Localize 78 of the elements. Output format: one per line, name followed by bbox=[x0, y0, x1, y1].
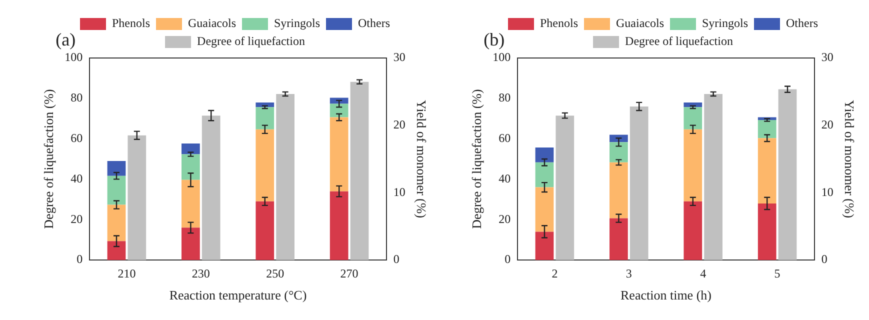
bar bbox=[610, 142, 628, 162]
bar bbox=[256, 129, 274, 202]
y-tick-label: 40 bbox=[498, 171, 511, 186]
bar bbox=[684, 201, 702, 260]
bar bbox=[182, 180, 200, 228]
bar bbox=[330, 104, 348, 118]
y2-tick-label: 0 bbox=[821, 252, 828, 266]
y2-tick-label: 0 bbox=[393, 252, 400, 266]
bar bbox=[610, 218, 628, 260]
x-tick-label: 5 bbox=[774, 266, 780, 280]
bar bbox=[182, 144, 200, 154]
bar bbox=[182, 228, 200, 260]
y-tick-label: 60 bbox=[498, 130, 511, 145]
x-tick-label: 3 bbox=[626, 266, 632, 280]
y-tick-label: 60 bbox=[70, 130, 83, 145]
y2-tick-label: 10 bbox=[393, 184, 406, 199]
bar bbox=[202, 116, 220, 260]
bar bbox=[256, 107, 274, 130]
y2-tick-label: 20 bbox=[393, 117, 406, 132]
text: (a) bbox=[56, 30, 76, 50]
y-axis-title: Degree of liquefaction (%) bbox=[469, 89, 484, 229]
legend-label: Guaiacols bbox=[616, 16, 664, 30]
legend-label: Syringols bbox=[702, 16, 748, 30]
y2-axis-title: Yield of monomer (%) bbox=[414, 100, 429, 218]
legend-label: Guaiacols bbox=[188, 16, 236, 30]
bar bbox=[128, 135, 146, 260]
bar bbox=[107, 161, 126, 176]
bar bbox=[535, 148, 554, 162]
y2-tick-label: 30 bbox=[821, 50, 834, 64]
legend-label: Degree of liquefaction bbox=[625, 34, 733, 48]
y-tick-label: 100 bbox=[492, 50, 511, 64]
bar bbox=[350, 82, 369, 260]
x-tick-label: 270 bbox=[340, 266, 358, 280]
y2-tick-label: 20 bbox=[821, 117, 834, 132]
bar bbox=[610, 162, 628, 218]
x-axis-title: Reaction temperature (°C) bbox=[169, 288, 307, 303]
legend-label: Others bbox=[358, 16, 390, 30]
y-tick-label: 20 bbox=[70, 212, 83, 226]
bar bbox=[256, 201, 274, 260]
x-axis-title: Reaction time (h) bbox=[620, 288, 712, 303]
bar bbox=[684, 107, 702, 130]
bar bbox=[330, 117, 348, 192]
bar bbox=[684, 129, 702, 202]
legend-label: Others bbox=[786, 16, 818, 30]
y-tick-label: 80 bbox=[498, 90, 511, 105]
bar bbox=[535, 187, 554, 232]
bar bbox=[107, 204, 126, 242]
bar bbox=[330, 98, 348, 104]
bar bbox=[276, 94, 294, 260]
legend-label: Phenols bbox=[540, 16, 578, 30]
bar bbox=[535, 232, 554, 260]
x-tick-label: 250 bbox=[266, 266, 284, 280]
y-tick-label: 40 bbox=[70, 171, 83, 186]
bar bbox=[535, 162, 554, 188]
y-axis-title: Degree of liquefaction (%) bbox=[41, 89, 56, 229]
x-tick-label: 4 bbox=[700, 266, 706, 280]
x-tick-label: 210 bbox=[118, 266, 136, 280]
bar bbox=[330, 191, 348, 260]
bar bbox=[758, 138, 776, 204]
y2-tick-label: 10 bbox=[821, 184, 834, 199]
bar bbox=[107, 176, 126, 205]
x-tick-label: 230 bbox=[192, 266, 210, 280]
legend-label: Phenols bbox=[112, 16, 150, 30]
y-tick-label: 20 bbox=[498, 212, 511, 226]
legend-label: Degree of liquefaction bbox=[197, 34, 305, 48]
bar bbox=[182, 154, 200, 180]
y2-tick-label: 30 bbox=[393, 50, 406, 64]
bar bbox=[758, 120, 776, 138]
y-tick-label: 100 bbox=[64, 50, 83, 64]
y-tick-label: 80 bbox=[70, 90, 83, 105]
y-tick-label: 0 bbox=[76, 252, 83, 266]
bar bbox=[107, 241, 126, 260]
y2-axis-title: Yield of monomer (%) bbox=[842, 100, 857, 218]
x-tick-label: 2 bbox=[552, 266, 558, 280]
bar bbox=[758, 203, 776, 260]
text: (b) bbox=[484, 30, 505, 50]
legend-label: Syringols bbox=[274, 16, 320, 30]
y-tick-label: 0 bbox=[504, 252, 511, 266]
